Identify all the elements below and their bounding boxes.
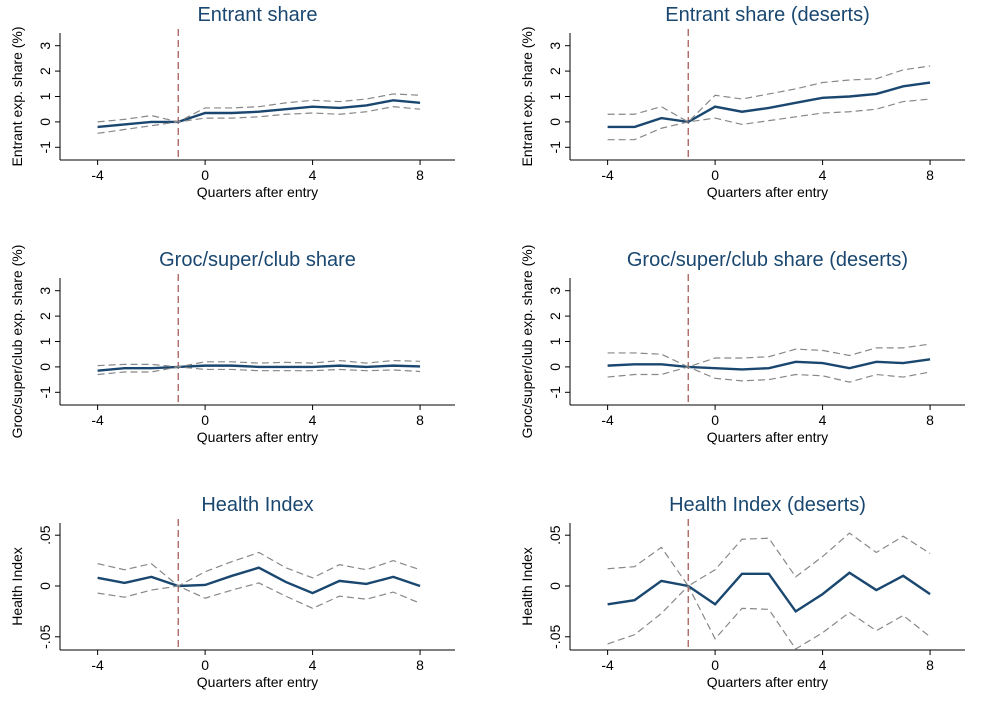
ci-line	[97, 359, 421, 368]
y-axis-label: Groc/super/club exp. share (%)	[519, 245, 535, 439]
ci-line	[97, 93, 421, 123]
y-axis-label: Entrant exp. share (%)	[9, 26, 25, 166]
x-tick-label: 4	[819, 657, 827, 673]
x-axis-label: Quarters after entry	[197, 429, 318, 445]
x-tick-label: 4	[309, 657, 317, 673]
x-tick-label: 4	[819, 412, 827, 428]
y-tick-label: -1	[547, 386, 563, 399]
y-tick-label: 2	[37, 312, 53, 320]
ci-line	[607, 65, 931, 123]
y-tick-label: 2	[547, 67, 563, 75]
ci-line	[607, 532, 931, 587]
y-tick-label: 0	[37, 363, 53, 371]
x-tick-label: -4	[91, 657, 104, 673]
y-tick-label: -.05	[37, 625, 53, 649]
x-tick-label: 8	[926, 412, 934, 428]
estimate-line	[607, 81, 931, 129]
ci-line	[607, 343, 931, 368]
x-axis-label: Quarters after entry	[707, 184, 828, 200]
y-axis-label: Health Index	[9, 547, 25, 626]
x-tick-label: 8	[926, 167, 934, 183]
x-axis-label: Quarters after entry	[197, 184, 318, 200]
estimate-line	[97, 566, 421, 595]
y-tick-label: 0	[547, 582, 563, 590]
panel-title: Groc/super/club share (deserts)	[627, 249, 908, 271]
y-tick-label: -.05	[547, 625, 563, 649]
x-axis-label: Quarters after entry	[707, 429, 828, 445]
panel-title: Groc/super/club share	[159, 249, 356, 271]
x-tick-label: -4	[601, 657, 614, 673]
panel-title: Entrant share	[197, 4, 317, 26]
y-tick-label: 0	[547, 118, 563, 126]
y-tick-label: -1	[547, 141, 563, 154]
y-tick-label: -1	[37, 141, 53, 154]
panel-title: Health Index	[201, 494, 313, 516]
x-tick-label: 0	[711, 412, 719, 428]
x-tick-label: -4	[601, 412, 614, 428]
y-tick-label: .05	[547, 525, 563, 545]
estimate-line	[97, 99, 421, 129]
ci-line	[97, 106, 421, 134]
ci-line	[97, 366, 421, 376]
ci-line	[97, 551, 421, 587]
y-tick-label: 1	[547, 337, 563, 345]
x-tick-label: 8	[926, 657, 934, 673]
x-tick-label: 8	[416, 657, 424, 673]
x-tick-label: -4	[91, 167, 104, 183]
x-tick-label: 0	[201, 167, 209, 183]
ci-line	[97, 582, 421, 609]
x-tick-label: 4	[819, 167, 827, 183]
x-tick-label: 0	[201, 657, 209, 673]
estimate-line	[607, 571, 931, 614]
y-tick-label: 3	[547, 42, 563, 50]
ci-line	[607, 98, 931, 141]
estimate-line	[607, 358, 931, 371]
y-axis-label: Entrant exp. share (%)	[519, 26, 535, 166]
x-tick-label: 8	[416, 412, 424, 428]
x-axis-label: Quarters after entry	[707, 674, 828, 690]
y-tick-label: 0	[547, 363, 563, 371]
y-tick-label: .05	[37, 525, 53, 545]
y-axis-label: Groc/super/club exp. share (%)	[9, 245, 25, 439]
y-tick-label: 1	[37, 337, 53, 345]
x-tick-label: 4	[309, 412, 317, 428]
x-tick-label: 0	[711, 167, 719, 183]
y-tick-label: 3	[37, 287, 53, 295]
x-tick-label: -4	[601, 167, 614, 183]
panel-title: Health Index (deserts)	[669, 494, 866, 516]
x-tick-label: -4	[91, 412, 104, 428]
panel-title: Entrant share (deserts)	[665, 4, 870, 26]
y-tick-label: 2	[37, 67, 53, 75]
x-tick-label: 4	[309, 167, 317, 183]
y-tick-label: -1	[37, 386, 53, 399]
estimate-line	[97, 364, 421, 372]
y-tick-label: 1	[37, 92, 53, 100]
x-tick-label: 0	[201, 412, 209, 428]
x-axis-label: Quarters after entry	[197, 674, 318, 690]
y-tick-label: 1	[547, 92, 563, 100]
x-tick-label: 0	[711, 657, 719, 673]
y-tick-label: 0	[37, 582, 53, 590]
y-tick-label: 2	[547, 312, 563, 320]
x-tick-label: 8	[416, 167, 424, 183]
y-tick-label: 0	[37, 118, 53, 126]
y-tick-label: 3	[547, 287, 563, 295]
y-tick-label: 3	[37, 42, 53, 50]
ci-line	[607, 584, 931, 650]
y-axis-label: Health Index	[519, 547, 535, 626]
